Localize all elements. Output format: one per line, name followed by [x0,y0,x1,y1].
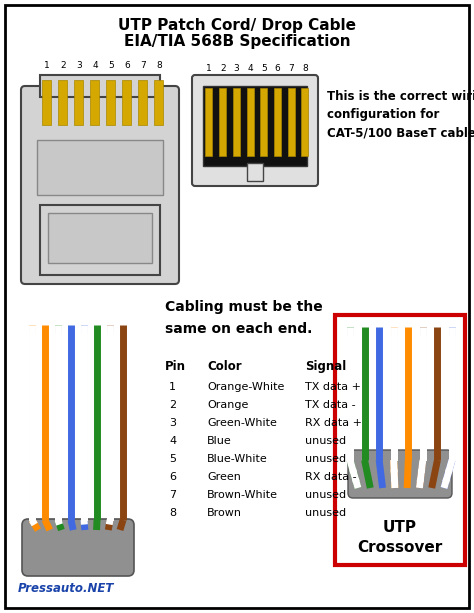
Text: 6: 6 [169,472,176,482]
Text: 1: 1 [169,382,176,392]
Bar [206,88,212,156]
Text: 5: 5 [169,454,176,464]
Text: unused: unused [305,508,346,518]
Bar [247,163,263,181]
Bar [335,315,465,565]
Text: Brown: Brown [207,508,242,518]
Text: 2: 2 [169,400,176,410]
FancyBboxPatch shape [22,519,134,576]
Text: 7: 7 [288,64,294,73]
Text: EIA/TIA 568B Specification: EIA/TIA 568B Specification [124,34,350,49]
Text: 2: 2 [60,61,66,70]
Bar [48,213,152,263]
Text: TX data +: TX data + [305,382,361,392]
Text: This is the correct wiring: This is the correct wiring [327,90,474,103]
Text: 7: 7 [140,61,146,70]
Text: 1: 1 [44,61,50,70]
Bar [43,80,52,125]
FancyBboxPatch shape [348,450,452,498]
Text: 5: 5 [108,61,114,70]
Text: Green-White: Green-White [207,418,277,428]
Text: Pressauto.NET: Pressauto.NET [18,582,114,595]
Text: 6: 6 [124,61,130,70]
Text: 8: 8 [302,64,308,73]
Text: CAT-5/100 BaseT cables.: CAT-5/100 BaseT cables. [327,126,474,139]
Bar [91,80,100,125]
Text: Signal: Signal [305,360,346,373]
Text: Brown-White: Brown-White [207,490,278,500]
Text: 3: 3 [169,418,176,428]
Text: 4: 4 [247,64,253,73]
Text: unused: unused [305,490,346,500]
Text: 8: 8 [156,61,162,70]
Text: Cabling must be the: Cabling must be the [165,300,323,314]
Text: Blue: Blue [207,436,232,446]
Text: 4: 4 [92,61,98,70]
Text: 3: 3 [234,64,239,73]
Bar [274,88,281,156]
Bar [155,80,164,125]
Text: RX data +: RX data + [305,418,362,428]
Bar [233,88,240,156]
Text: Orange: Orange [207,400,248,410]
Text: configuration for: configuration for [327,108,439,121]
Text: same on each end.: same on each end. [165,322,312,336]
Bar [122,80,131,125]
Text: 7: 7 [169,490,176,500]
Bar [40,205,160,275]
Bar [138,80,147,125]
Text: UTP Patch Cord/ Drop Cable: UTP Patch Cord/ Drop Cable [118,18,356,33]
Text: 6: 6 [275,64,281,73]
Bar [301,88,309,156]
Text: 2: 2 [220,64,226,73]
Text: RX data -: RX data - [305,472,356,482]
Text: 5: 5 [261,64,267,73]
Text: 3: 3 [76,61,82,70]
Bar [219,88,226,156]
Text: UTP: UTP [383,520,417,535]
Text: 8: 8 [169,508,176,518]
Bar [260,88,267,156]
Text: Color: Color [207,360,242,373]
Bar [107,80,116,125]
Text: 1: 1 [206,64,212,73]
Bar [203,86,307,166]
Text: Green: Green [207,472,241,482]
Text: TX data -: TX data - [305,400,356,410]
Bar [288,88,295,156]
Text: Blue-White: Blue-White [207,454,268,464]
Text: unused: unused [305,454,346,464]
Text: 4: 4 [169,436,176,446]
Text: Pin: Pin [165,360,186,373]
Text: unused: unused [305,436,346,446]
Bar [74,80,83,125]
FancyBboxPatch shape [21,86,179,284]
Bar [246,88,254,156]
Bar [58,80,67,125]
Text: Crossover: Crossover [357,540,443,555]
Bar [40,75,160,97]
Bar [37,140,163,195]
FancyBboxPatch shape [192,75,318,186]
Text: Orange-White: Orange-White [207,382,284,392]
